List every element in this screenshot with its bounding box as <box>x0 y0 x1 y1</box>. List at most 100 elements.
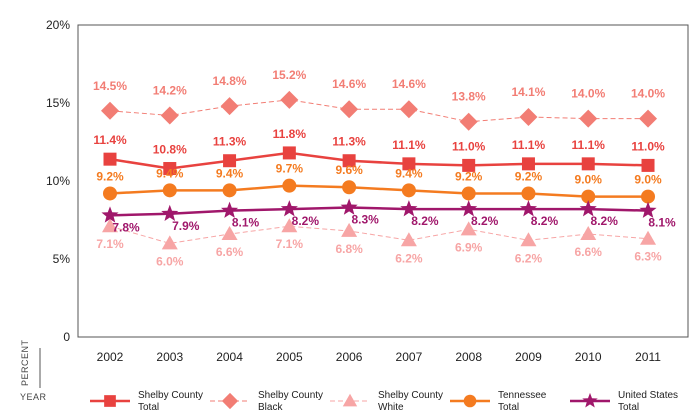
data-label: 11.3% <box>213 135 247 149</box>
data-label: 9.0% <box>634 173 662 187</box>
y-tick-label: 15% <box>46 96 70 110</box>
x-tick-label: 2003 <box>156 350 183 364</box>
legend-marker <box>104 395 116 407</box>
data-point <box>640 230 657 245</box>
data-point <box>222 183 237 198</box>
data-label: 6.6% <box>216 245 244 259</box>
data-label: 6.2% <box>395 251 423 265</box>
data-label: 11.8% <box>273 127 307 141</box>
plot-frame <box>77 24 689 338</box>
data-label: 9.0% <box>575 173 603 187</box>
data-point <box>340 198 358 215</box>
data-point <box>162 183 177 198</box>
data-label: 7.8% <box>112 220 140 234</box>
data-point <box>579 200 597 217</box>
data-label: 8.2% <box>411 214 439 228</box>
data-point <box>581 157 595 171</box>
series-united-states-total <box>101 198 657 223</box>
series-layer <box>101 90 658 250</box>
legend-label: Total <box>138 402 159 413</box>
x-tick-label: 2006 <box>336 350 363 364</box>
x-tick-label: 2002 <box>97 350 124 364</box>
data-label: 9.4% <box>216 166 244 180</box>
data-point <box>641 189 656 204</box>
legend-marker <box>221 392 239 410</box>
data-label: 9.6% <box>335 163 363 177</box>
data-point <box>402 157 416 171</box>
series-shelby-county-black <box>101 90 658 131</box>
data-label: 14.1% <box>511 85 545 99</box>
data-label: 7.1% <box>96 237 124 251</box>
data-point <box>340 100 359 119</box>
series-shelby-county-white <box>102 218 657 250</box>
data-point <box>521 186 536 201</box>
data-label: 10.8% <box>153 143 187 157</box>
data-point <box>160 106 179 125</box>
data-label: 11.1% <box>392 138 426 152</box>
data-label: 6.8% <box>335 242 363 256</box>
data-point <box>163 162 177 176</box>
data-label: 9.7% <box>276 162 304 176</box>
data-label: 14.0% <box>631 87 665 101</box>
data-point <box>639 201 657 218</box>
legend-marker <box>582 392 598 408</box>
series-line <box>109 151 649 170</box>
data-label: 8.2% <box>471 214 499 228</box>
series-shelby-county-total <box>103 146 655 176</box>
data-label: 8.2% <box>591 214 619 228</box>
data-label: 14.5% <box>93 79 127 93</box>
data-label: 8.1% <box>648 216 676 230</box>
x-tick-label: 2009 <box>515 350 542 364</box>
data-point <box>400 232 417 247</box>
y-tick-label: 10% <box>46 174 70 188</box>
x-tick-label: 2007 <box>396 350 423 364</box>
data-label: 6.9% <box>455 240 483 254</box>
legend-label: United States <box>618 390 678 401</box>
data-point <box>401 183 416 198</box>
data-label: 7.1% <box>276 237 304 251</box>
data-point <box>281 218 298 233</box>
data-label: 13.8% <box>452 90 486 104</box>
data-label: 15.2% <box>272 68 306 82</box>
data-label: 11.0% <box>631 139 665 153</box>
legend-label: Shelby County <box>258 390 323 401</box>
data-point <box>101 206 119 223</box>
data-label: 14.0% <box>571 87 605 101</box>
data-point <box>342 180 357 195</box>
data-point <box>280 200 298 217</box>
series-tennessee-total <box>103 178 656 204</box>
data-label: 9.4% <box>156 166 184 180</box>
y-tick-label: 0 <box>63 330 70 344</box>
data-point <box>282 178 297 193</box>
data-point <box>280 90 299 109</box>
data-point <box>161 235 178 250</box>
data-label: 8.1% <box>232 216 260 230</box>
data-point <box>399 100 418 119</box>
data-point <box>579 109 598 128</box>
data-label: 8.2% <box>292 214 320 228</box>
data-label: 11.4% <box>93 133 127 147</box>
data-point <box>459 112 478 131</box>
data-point <box>342 154 356 168</box>
legend-label: Black <box>258 402 283 413</box>
data-point <box>400 200 418 217</box>
legend-marker <box>463 394 477 408</box>
data-labels: 11.4% 10.8% 11.3% 11.8% 11.3% 11.1% 11.0% 11.1%… <box>93 68 676 269</box>
x-tick-label: 2005 <box>276 350 303 364</box>
data-point <box>103 186 117 201</box>
series-line <box>109 206 649 217</box>
data-point <box>519 108 538 127</box>
data-point <box>462 158 476 172</box>
legend-label: Shelby County <box>138 390 203 401</box>
data-label: 14.8% <box>213 74 247 88</box>
data-label: 8.2% <box>531 214 559 228</box>
data-label: 9.2% <box>455 169 483 183</box>
data-label: 11.0% <box>452 139 486 153</box>
legend-label: Total <box>498 402 519 413</box>
data-label: 14.6% <box>392 77 426 91</box>
data-point <box>461 186 476 201</box>
